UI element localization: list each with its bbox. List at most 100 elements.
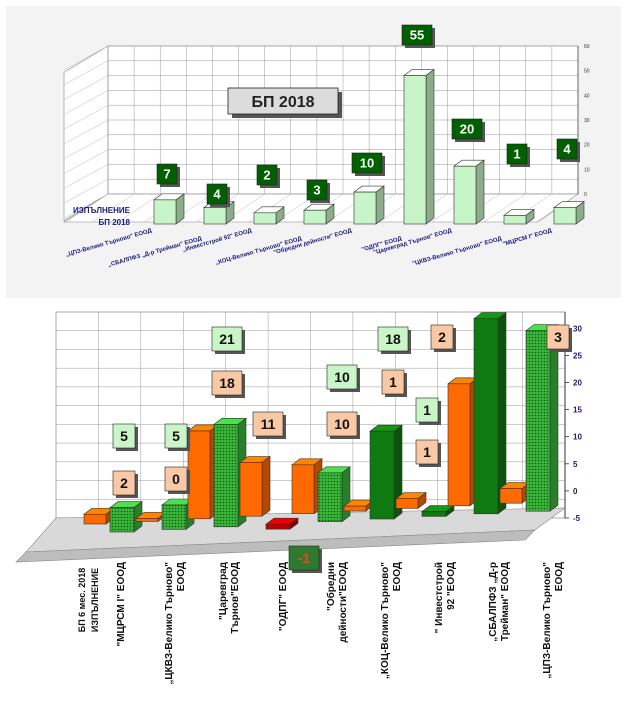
bottom-category-label: " Инвестстрой 92 "ЕООД xyxy=(434,562,457,633)
top-value-label: 55 xyxy=(401,24,435,48)
top-ytick-label: 0 xyxy=(584,192,587,198)
top-bar xyxy=(453,159,485,225)
svg-text:92 "ЕООД: 92 "ЕООД xyxy=(446,562,457,610)
bottom-value-label-series1: 0 xyxy=(164,466,190,494)
bottom-value-label-series2: 5 xyxy=(112,423,138,451)
top-series-label: БП 2018 xyxy=(98,218,130,227)
bottom-value-label-series2: 21 xyxy=(211,326,245,354)
bottom-ytick-label: 5 xyxy=(573,460,578,469)
bottom-bar-series1 xyxy=(499,481,531,504)
top-value-label: 1 xyxy=(506,143,530,167)
top-ytick-label: 10 xyxy=(584,167,590,173)
bottom-bar-series2 xyxy=(109,501,143,533)
bottom-value-label-series2: 1 xyxy=(415,397,441,425)
top-ytick-label: 30 xyxy=(584,118,590,124)
bottom-ytick-label: 25 xyxy=(573,351,582,360)
top-chart-title: БП 2018 xyxy=(227,87,342,118)
bottom-category-label: "Обредни дейности"ЕООД xyxy=(325,562,349,643)
bottom-ytick-label: 15 xyxy=(573,406,582,415)
bottom-bar-series1 xyxy=(447,377,479,507)
bottom-category-label: „СБАЛПФЗ „Д-р Трейман" ЕООД xyxy=(488,562,511,642)
top-category-label: "МЦРСМ I" ЕООД xyxy=(502,228,553,248)
top-bar xyxy=(353,185,385,225)
svg-text:3: 3 xyxy=(313,183,320,198)
bottom-bar-series1 xyxy=(83,507,115,525)
bottom-value-label-series1: 18 xyxy=(211,370,245,398)
bottom-value-label-extra: 1 xyxy=(415,439,441,467)
svg-text:5: 5 xyxy=(120,428,128,444)
svg-text:2: 2 xyxy=(120,475,128,491)
bottom-ytick-label: 10 xyxy=(573,433,582,442)
svg-text:3: 3 xyxy=(554,329,562,345)
svg-text:21: 21 xyxy=(219,331,235,347)
svg-text:18: 18 xyxy=(385,331,401,347)
bottom-bar-series2 xyxy=(525,324,559,512)
top-value-label: 4 xyxy=(556,138,580,162)
svg-text:„СБАЛПФЗ „Д-р: „СБАЛПФЗ „Д-р xyxy=(488,562,499,642)
top-value-label: 7 xyxy=(156,163,180,187)
svg-text:5: 5 xyxy=(172,428,180,444)
svg-text:0: 0 xyxy=(172,471,180,487)
svg-text:Трейман" ЕООД: Трейман" ЕООД xyxy=(500,562,511,641)
svg-text:1: 1 xyxy=(513,147,520,162)
top-value-label: 4 xyxy=(206,183,230,207)
svg-text:" Инвестстрой: " Инвестстрой xyxy=(434,562,445,633)
top-bar xyxy=(253,206,285,225)
bottom-bar-series1 xyxy=(291,458,323,515)
bottom-value-label-series2: 10 xyxy=(326,364,360,392)
bottom-category-label: „КОЦ-Велико Търново" ЕООД xyxy=(380,562,403,679)
bottom-value-label-series1: 2 xyxy=(430,324,456,352)
top-series-label: ИЗПЪЛНЕНИЕ xyxy=(73,206,131,215)
svg-text:„ЦКВЗ-Велико Търново": „ЦКВЗ-Велико Търново" xyxy=(164,562,175,685)
top-chart: 0 10 20 30 40 50 60 7 4 2 3 10 55 20 1 4 БП 2018 ИЗПЪЛНЕН… xyxy=(62,24,590,269)
top-ytick-label: 50 xyxy=(584,69,590,75)
top-value-label: 2 xyxy=(256,164,280,188)
top-value-label: 20 xyxy=(451,118,485,142)
bottom-category-label: "ОДПГ" ЕООД xyxy=(278,562,289,631)
bottom-ytick-label: 20 xyxy=(573,378,582,387)
svg-text:20: 20 xyxy=(460,122,474,137)
top-bar xyxy=(153,193,185,225)
top-value-label: 3 xyxy=(306,179,330,203)
bottom-value-label-series1: 2 xyxy=(112,470,138,498)
bottom-value-label-series2: 18 xyxy=(377,326,411,354)
svg-text:18: 18 xyxy=(219,375,235,391)
bottom-category-label: „ЦПЗ-Велико Търново" ЕООД xyxy=(542,562,565,679)
svg-text:Търнов"ЕООД: Търнов"ЕООД xyxy=(230,562,241,634)
top-value-label: 10 xyxy=(351,152,385,176)
svg-text:10: 10 xyxy=(334,369,350,385)
bottom-ytick-label: 30 xyxy=(573,324,582,333)
bottom-bar-series1 xyxy=(395,492,427,509)
top-ytick-label: 60 xyxy=(584,44,590,50)
svg-text:2: 2 xyxy=(263,168,270,183)
bottom-series-label: БП 6 мес. 2018 xyxy=(77,568,87,633)
svg-text:1: 1 xyxy=(423,402,431,418)
bottom-ytick-label: -5 xyxy=(573,514,581,523)
svg-text:БП 2018: БП 2018 xyxy=(251,94,314,111)
svg-text:ЕООД: ЕООД xyxy=(176,562,187,591)
svg-text:ЕООД: ЕООД xyxy=(554,562,565,591)
bottom-value-label-series2: -1 xyxy=(288,545,322,573)
svg-text:дейности"ЕООД: дейности"ЕООД xyxy=(338,562,349,643)
bottom-value-label-series1: 10 xyxy=(326,411,360,439)
bottom-ytick-label: 0 xyxy=(573,487,578,496)
svg-text:-1: -1 xyxy=(298,550,311,566)
svg-text:11: 11 xyxy=(261,416,276,432)
svg-text:„КОЦ-Велико Търново": „КОЦ-Велико Търново" xyxy=(380,562,391,679)
svg-text:"МЦРСМ I" ЕООД: "МЦРСМ I" ЕООД xyxy=(116,562,127,647)
svg-text:55: 55 xyxy=(410,28,424,43)
svg-text:1: 1 xyxy=(423,444,431,460)
bottom-bar-series1 xyxy=(187,424,219,520)
top-bar xyxy=(553,201,585,225)
bottom-category-label: "МЦРСМ I" ЕООД xyxy=(116,562,127,647)
svg-text:4: 4 xyxy=(563,142,571,157)
svg-text:10: 10 xyxy=(334,416,350,432)
bottom-bar-series2 xyxy=(421,504,455,517)
top-bar xyxy=(303,203,335,225)
bottom-value-label-series2: 5 xyxy=(164,423,190,451)
bottom-bar-series2 xyxy=(265,517,299,530)
bottom-value-label-series1: 1 xyxy=(381,369,407,397)
top-ytick-label: 40 xyxy=(584,93,590,99)
svg-text:7: 7 xyxy=(163,167,170,182)
